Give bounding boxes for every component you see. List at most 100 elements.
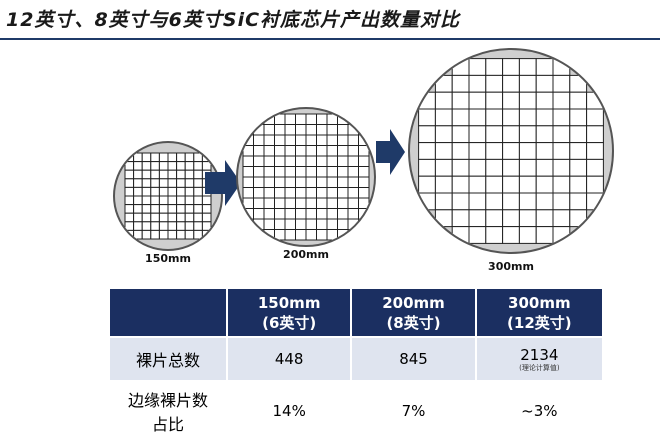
die-cell bbox=[150, 178, 160, 188]
die-cell bbox=[193, 186, 203, 197]
die-cell bbox=[518, 175, 537, 194]
die-cell bbox=[176, 204, 186, 214]
die-cell bbox=[586, 158, 604, 177]
die-cell bbox=[141, 152, 152, 163]
die-cell bbox=[316, 155, 328, 167]
die-cell bbox=[586, 175, 604, 194]
die-cell bbox=[167, 212, 178, 223]
die-cell bbox=[535, 226, 554, 244]
die-cell bbox=[535, 91, 554, 110]
die-cell bbox=[150, 212, 160, 223]
die-cell bbox=[337, 145, 349, 157]
die-cell bbox=[263, 124, 275, 136]
die-cell bbox=[274, 155, 286, 167]
die-cell bbox=[184, 204, 195, 214]
die-cell bbox=[295, 218, 307, 230]
die-cell bbox=[337, 197, 349, 209]
die-cell bbox=[284, 208, 296, 220]
die-cell bbox=[451, 125, 470, 144]
die-cell bbox=[337, 187, 349, 199]
die-cell bbox=[167, 229, 178, 240]
die-cell bbox=[184, 195, 195, 206]
die-cell bbox=[201, 195, 212, 206]
die-cell bbox=[253, 145, 265, 157]
die-cell bbox=[305, 155, 317, 167]
die-cell bbox=[434, 142, 453, 160]
die-cell bbox=[263, 166, 275, 178]
die-cell bbox=[305, 208, 317, 220]
die-cell bbox=[518, 91, 537, 110]
die-cell bbox=[253, 166, 265, 178]
die-cell bbox=[284, 145, 296, 157]
die-cell bbox=[535, 74, 554, 93]
die-cell bbox=[242, 187, 254, 199]
wafer-label: 200mm bbox=[283, 248, 329, 261]
die-cell bbox=[133, 212, 143, 223]
die-cell bbox=[316, 187, 328, 199]
arrow-right-icon bbox=[205, 160, 241, 206]
die-cell bbox=[193, 204, 203, 214]
die-cell bbox=[253, 208, 265, 220]
table-cell: 2134 (理论计算值) bbox=[474, 336, 602, 381]
die-cell bbox=[141, 212, 152, 223]
die-cell bbox=[468, 142, 487, 160]
die-cell bbox=[305, 187, 317, 199]
die-cell bbox=[305, 229, 317, 241]
die-cell bbox=[316, 124, 328, 136]
die-cell bbox=[176, 169, 186, 180]
die-cell bbox=[284, 197, 296, 209]
wafer-diagram: 150mm 200mm 300mm bbox=[113, 48, 614, 273]
die-cell bbox=[552, 125, 571, 144]
die-cell bbox=[305, 124, 317, 136]
die-cell bbox=[485, 226, 504, 244]
die-cell bbox=[253, 176, 265, 188]
die-cell bbox=[485, 125, 504, 144]
die-cell bbox=[535, 142, 554, 160]
die-cell bbox=[305, 218, 317, 230]
table-cell: 845 bbox=[350, 336, 476, 381]
die-cell bbox=[124, 212, 135, 223]
die-cell bbox=[337, 218, 349, 230]
die-cell bbox=[518, 125, 537, 144]
die-cell bbox=[358, 229, 370, 241]
die-cell bbox=[337, 166, 349, 178]
die-cell bbox=[485, 209, 504, 228]
die-cell bbox=[133, 178, 143, 188]
die-cell bbox=[316, 229, 328, 241]
die-cell bbox=[141, 178, 152, 188]
die-cell bbox=[141, 186, 152, 197]
die-cell bbox=[167, 195, 178, 206]
die-cell bbox=[150, 229, 160, 240]
die-cell bbox=[284, 166, 296, 178]
die-cell bbox=[326, 166, 338, 178]
die-cell bbox=[141, 221, 152, 231]
die-cell bbox=[295, 166, 307, 178]
die-cell bbox=[337, 208, 349, 220]
wafer-150mm: 150mm bbox=[113, 141, 223, 265]
die-cell bbox=[284, 176, 296, 188]
die-cell bbox=[337, 134, 349, 146]
die-cell bbox=[305, 145, 317, 157]
die-cell bbox=[253, 155, 265, 167]
die-cell bbox=[158, 186, 169, 197]
die-cell bbox=[184, 221, 195, 231]
table-cell: 7% bbox=[350, 380, 476, 440]
die-cell bbox=[502, 209, 520, 228]
table-cell-note: (理论计算值) bbox=[519, 363, 560, 372]
die-cell bbox=[176, 178, 186, 188]
die-cell bbox=[316, 197, 328, 209]
die-cell bbox=[502, 226, 520, 244]
die-cell bbox=[253, 134, 265, 146]
die-cell bbox=[193, 195, 203, 206]
die-cell bbox=[485, 142, 504, 160]
die-cell bbox=[242, 176, 254, 188]
die-cell bbox=[133, 221, 143, 231]
die-cell bbox=[193, 178, 203, 188]
die-cell bbox=[316, 166, 328, 178]
die-cell bbox=[150, 161, 160, 171]
die-cell bbox=[150, 152, 160, 163]
die-cell bbox=[141, 195, 152, 206]
table-header-corner bbox=[110, 289, 227, 337]
die-cell bbox=[552, 192, 571, 211]
die-cell bbox=[201, 204, 212, 214]
